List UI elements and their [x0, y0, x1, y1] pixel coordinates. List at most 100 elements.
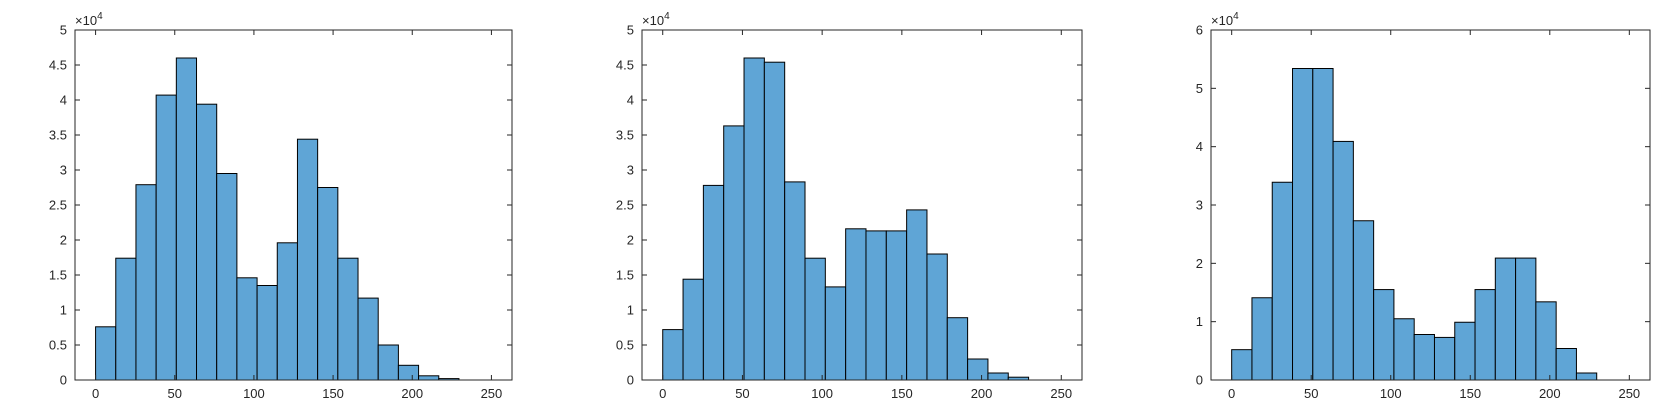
histogram-bar — [155, 94, 177, 381]
histogram-bar — [1474, 289, 1496, 381]
y-tick-label: 0 — [60, 373, 67, 388]
histogram-bar — [723, 125, 745, 381]
y-tick-label: 0.5 — [616, 338, 634, 353]
x-tick-label: 50 — [168, 386, 182, 401]
histogram-bar — [865, 230, 887, 381]
histogram-bar — [1433, 336, 1456, 381]
y-tick-label: 5 — [60, 23, 67, 38]
histogram-bar — [926, 253, 948, 381]
histogram-bar — [317, 187, 339, 381]
histogram-bar — [1373, 289, 1395, 381]
histogram-bar — [1515, 257, 1537, 381]
chart-panel-2: 0 50 100 150 200 250 0 0.5 1 1.5 2 2.5 3 3.5 4 4.5 5 ×104 — [616, 11, 1083, 401]
histogram-bar — [296, 138, 319, 381]
histogram-bar — [216, 173, 238, 381]
x-tick-label: 0 — [1228, 386, 1235, 401]
histogram-bar — [377, 344, 399, 381]
histogram-bar — [236, 277, 258, 381]
histogram-bar — [784, 181, 806, 381]
histogram-bar — [743, 57, 765, 381]
histogram-bar — [906, 209, 928, 381]
x-tick-label: 250 — [481, 386, 503, 401]
histogram-bar — [662, 329, 684, 381]
histogram-bar — [1575, 372, 1598, 381]
x-tick-label: 150 — [1459, 386, 1481, 401]
chart-panel-1: 0 50 100 150 200 250 0 0.5 1 1.5 2 2.5 3 3.5 4 4.5 5 ×104 — [49, 11, 513, 401]
histogram-bar — [987, 372, 1009, 381]
y-tick-label: 1.5 — [49, 268, 67, 283]
x-tick-label: 200 — [1539, 386, 1561, 401]
histogram-bar — [115, 257, 137, 381]
x-tick-label: 150 — [322, 386, 344, 401]
histogram-bar — [1251, 297, 1273, 381]
histogram-bar — [256, 285, 278, 381]
y-tick-label: 3.5 — [616, 128, 634, 143]
histogram-bar — [1535, 301, 1557, 381]
x-tick-label: 100 — [1380, 386, 1402, 401]
y-tick-label: 4 — [60, 93, 67, 108]
histogram-bar — [1352, 220, 1375, 381]
x-tick-label: 200 — [971, 386, 993, 401]
x-tick-label: 50 — [1304, 386, 1318, 401]
histogram-bar — [418, 375, 440, 381]
histogram-bar — [1231, 349, 1253, 381]
x-tick-label: 100 — [243, 386, 265, 401]
y-exponent-label: ×104 — [642, 11, 670, 28]
x-tick-label: 100 — [811, 386, 833, 401]
x-tick-label: 250 — [1050, 386, 1072, 401]
y-tick-label: 5 — [1196, 81, 1203, 96]
histogram-bar — [1393, 318, 1415, 381]
histogram-bar — [702, 184, 725, 381]
y-tick-label: 1 — [627, 303, 634, 318]
y-tick-label: 2.5 — [616, 198, 634, 213]
histogram-bar — [357, 297, 379, 381]
y-tick-label: 3 — [1196, 198, 1203, 213]
histogram-bar — [967, 358, 989, 381]
x-tick-label: 0 — [659, 386, 666, 401]
histogram-bar — [1413, 334, 1435, 381]
histogram-bar — [1271, 181, 1294, 381]
y-tick-label: 5 — [627, 23, 634, 38]
y-tick-label: 0 — [627, 373, 634, 388]
y-tick-label: 0.5 — [49, 338, 67, 353]
y-tick-label: 4.5 — [616, 58, 634, 73]
histogram-bar — [1454, 321, 1476, 381]
bar-series — [662, 57, 1030, 381]
histogram-bar — [1555, 348, 1577, 381]
x-tick-label: 50 — [735, 386, 749, 401]
y-exponent-label: ×104 — [1211, 11, 1239, 28]
histogram-bar — [1332, 140, 1354, 381]
histogram-bar — [337, 257, 359, 381]
histogram-bar — [135, 184, 157, 381]
histogram-bar — [397, 364, 420, 381]
y-tick-label: 1 — [60, 303, 67, 318]
histogram-bar — [804, 257, 826, 381]
x-tick-label: 0 — [92, 386, 99, 401]
histogram-bar — [1292, 68, 1314, 381]
y-exponent-label: ×104 — [75, 11, 103, 28]
histogram-bar — [95, 326, 117, 381]
y-tick-label: 1 — [1196, 314, 1203, 329]
y-tick-label: 4 — [627, 93, 634, 108]
x-tick-label: 250 — [1618, 386, 1640, 401]
bar-series — [95, 57, 460, 381]
histogram-bar — [885, 230, 908, 381]
y-tick-label: 2 — [60, 233, 67, 248]
x-tick-label: 150 — [891, 386, 913, 401]
histogram-bar — [824, 286, 847, 381]
chart-panel-3: 0 50 100 150 200 250 0 1 2 3 4 5 6 ×104 — [1196, 11, 1651, 401]
bar-series — [1231, 68, 1598, 381]
histogram-bar — [946, 317, 969, 381]
histogram-bar — [175, 57, 198, 381]
histogram-bar — [682, 278, 704, 381]
y-tick-label: 2.5 — [49, 198, 67, 213]
histogram-bar — [196, 103, 218, 381]
y-tick-label: 6 — [1196, 23, 1203, 38]
histogram-bar — [763, 61, 786, 381]
y-tick-label: 2 — [627, 233, 634, 248]
x-tick-label: 200 — [401, 386, 423, 401]
y-tick-label: 0 — [1196, 373, 1203, 388]
histogram-bar — [845, 228, 867, 381]
